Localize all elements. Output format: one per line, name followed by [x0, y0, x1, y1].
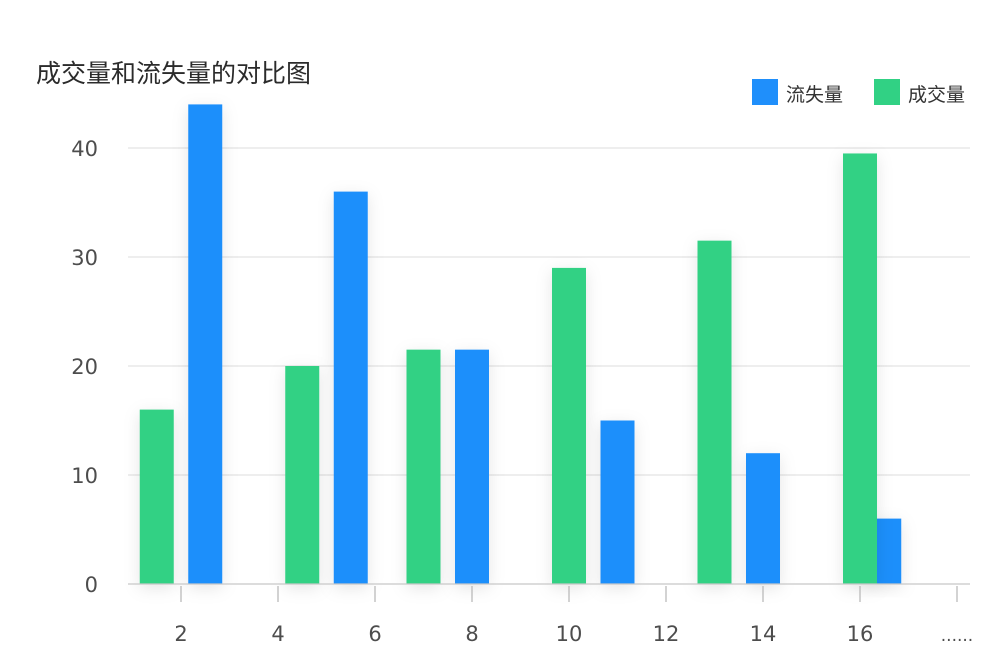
x-tick-label-2: 6 [368, 622, 381, 646]
y-tick-label-40: 40 [71, 137, 98, 161]
legend-swatch-churn [752, 79, 778, 105]
bar-churn-2[interactable] [455, 349, 489, 584]
legend-swatch-deals [874, 79, 900, 105]
bar-churn-4[interactable] [746, 453, 780, 584]
x-tick-label-6: 14 [750, 622, 777, 646]
bar-deals-2[interactable] [406, 349, 441, 584]
bar-deals-1[interactable] [285, 366, 320, 584]
bar-deals-4[interactable] [697, 240, 732, 584]
x-tick-label-1: 4 [271, 622, 284, 646]
x-tick-label-5: 12 [653, 622, 680, 646]
x-tick-label-7: 16 [847, 622, 874, 646]
y-tick-label-30: 30 [71, 246, 98, 270]
bar-deals-3[interactable] [552, 267, 586, 584]
chart-title: 成交量和流失量的对比图 [36, 59, 312, 88]
bar-churn-3[interactable] [600, 420, 635, 585]
legend-label-deals: 成交量 [908, 84, 966, 106]
bar-churn-1[interactable] [333, 191, 368, 584]
y-tick-label-0: 0 [85, 573, 98, 597]
legend-label-churn: 流失量 [786, 84, 844, 106]
bar-churn-0[interactable] [188, 104, 223, 585]
x-tick-label-8: ...... [941, 626, 973, 646]
y-tick-label-10: 10 [71, 464, 98, 488]
bar-deals-5[interactable] [843, 153, 877, 584]
y-tick-label-20: 20 [71, 355, 98, 379]
x-tick-label-4: 10 [556, 622, 583, 646]
x-tick-label-0: 2 [174, 622, 187, 646]
bar-deals-0[interactable] [139, 409, 174, 584]
x-tick-label-3: 8 [465, 622, 478, 646]
